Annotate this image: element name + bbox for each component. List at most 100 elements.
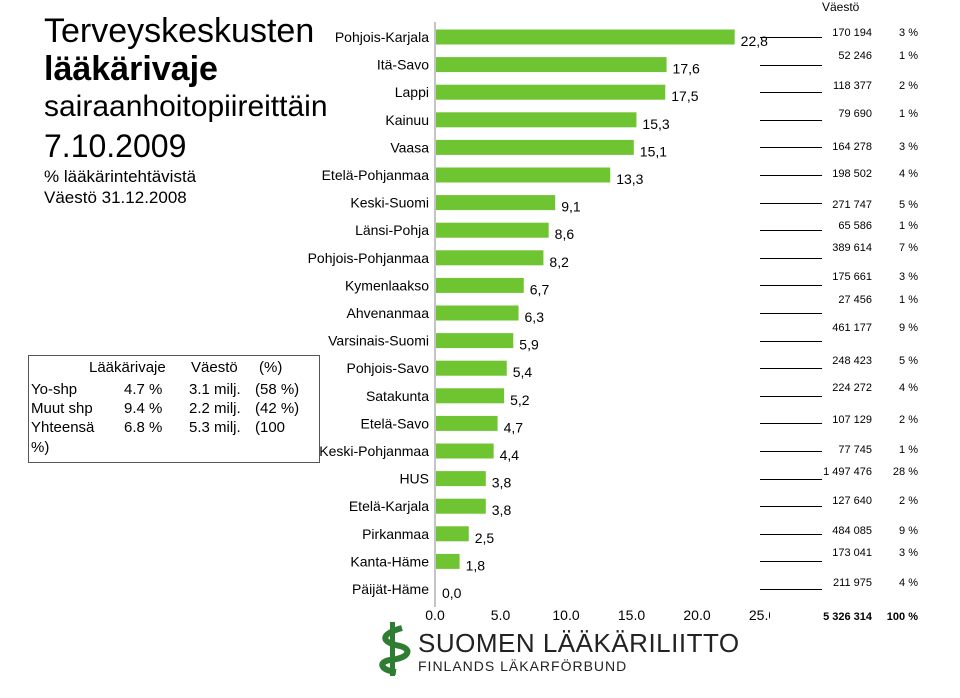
population-pct: 4 %: [899, 577, 918, 589]
population-value: 164 278: [832, 141, 872, 153]
summary-row-pct: (100: [255, 419, 286, 436]
value-label: 2,5: [475, 530, 495, 546]
population-value: 1 497 476: [823, 466, 872, 478]
summary-header-vaesto: Väestö: [191, 359, 238, 376]
population-value: 175 661: [832, 271, 872, 283]
category-label: Pohjois-Savo: [347, 360, 430, 376]
population-value: 118 377: [833, 80, 872, 92]
category-label: Varsinais-Suomi: [328, 333, 429, 349]
population-pct: 3 %: [899, 271, 918, 283]
subtitle-unit: % lääkärintehtävistä: [44, 167, 197, 186]
summary-header-pct: (%): [259, 359, 283, 376]
category-label: Kymenlaakso: [345, 277, 429, 293]
value-label: 5,4: [513, 364, 533, 380]
category-label: Kainuu: [385, 112, 429, 128]
population-row: 198 502 4 %: [760, 168, 920, 182]
population-value: 461 177: [832, 322, 872, 334]
population-value: 27 456: [838, 294, 872, 306]
population-value: 271 747: [832, 199, 872, 211]
population-pct: 2 %: [899, 414, 918, 426]
population-leader-line: [760, 313, 822, 314]
value-label: 9,1: [561, 199, 581, 215]
bar: [436, 526, 469, 542]
population-pct: 1 %: [899, 444, 918, 456]
bar: [436, 57, 667, 73]
bar: [436, 388, 505, 404]
population-value: 211 975: [833, 577, 872, 589]
population-leader-line: [760, 396, 822, 397]
population-leader-line: [760, 258, 822, 259]
population-row: 271 747 5 %: [760, 199, 920, 213]
value-label: 6,7: [530, 281, 550, 297]
population-leader-line: [760, 203, 822, 204]
population-row: 211 975 4 %: [760, 577, 920, 591]
population-row: 107 129 2 %: [760, 414, 920, 428]
value-label: 15,3: [642, 116, 669, 132]
category-label: Etelä-Karjala: [349, 498, 429, 514]
population-leader-line: [760, 37, 822, 38]
population-row: 173 041 3 %: [760, 547, 920, 561]
category-label: Pohjois-Pohjanmaa: [308, 250, 430, 266]
population-leader-line: [760, 479, 822, 480]
category-label: Päijät-Häme: [352, 581, 429, 597]
summary-row-vaje: 6.8 %: [124, 419, 163, 436]
x-tick-label: 15,0: [618, 607, 645, 620]
category-label: Pohjois-Karjala: [335, 29, 429, 45]
bar: [436, 167, 611, 183]
population-pct: 3 %: [899, 27, 918, 39]
summary-row-pct: (58 %): [255, 381, 300, 398]
value-label: 13,3: [616, 171, 643, 187]
category-label: Keski-Pohjanmaa: [319, 443, 429, 459]
population-value: 198 502: [832, 168, 872, 180]
population-row: 389 614 7 %: [760, 242, 920, 256]
title-date: 7.10.2009: [44, 128, 187, 164]
population-row: 127 640 2 %: [760, 495, 920, 509]
category-label: Lappi: [395, 84, 429, 100]
population-value: 173 041: [832, 547, 872, 559]
summary-row-vaesto: 3.1 milj.: [189, 381, 241, 398]
bar: [436, 250, 544, 266]
x-tick-label: 0,0: [425, 607, 445, 620]
population-pct: 1 %: [899, 108, 918, 120]
category-label: Ahvenanmaa: [346, 305, 429, 321]
population-pct: 1 %: [899, 294, 918, 306]
value-label: 17,6: [673, 61, 700, 77]
category-label: Itä-Savo: [377, 57, 429, 73]
population-leader-line: [760, 368, 822, 369]
population-value: 127 640: [832, 495, 872, 507]
title-line-1: Terveyskeskusten: [44, 12, 315, 50]
population-pct: 3 %: [899, 141, 918, 153]
bar: [436, 84, 666, 100]
population-leader-line: [760, 175, 822, 176]
population-leader-line: [760, 147, 822, 148]
category-label: Vaasa: [390, 139, 429, 155]
summary-header-vaje: Lääkärivaje: [89, 359, 166, 376]
population-total-pct: 100 %: [886, 611, 918, 623]
summary-row-vaje: 9.4 %: [124, 400, 163, 417]
population-value: 65 586: [838, 220, 872, 232]
population-row: 1 497 476 28 %: [760, 466, 920, 480]
summary-row-label: Muut shp: [31, 400, 93, 417]
summary-row-label: Yo-shp: [31, 381, 78, 398]
population-row: 175 661 3 %: [760, 271, 920, 285]
population-row: 248 423 5 %: [760, 355, 920, 369]
category-label: Etelä-Pohjanmaa: [322, 167, 430, 183]
population-leader-line: [760, 230, 822, 231]
bar: [436, 112, 637, 128]
category-label: Pirkanmaa: [362, 526, 429, 542]
summary-row-pct: (42 %): [255, 400, 300, 417]
population-leader-line: [760, 341, 822, 342]
population-row: 484 085 9 %: [760, 525, 920, 539]
population-row: 224 272 4 %: [760, 382, 920, 396]
population-row: 79 690 1 %: [760, 108, 920, 122]
population-pct: 1 %: [899, 220, 918, 232]
bar: [436, 195, 556, 211]
x-tick-label: 10,0: [552, 607, 579, 620]
bar: [436, 415, 498, 431]
population-pct: 5 %: [899, 199, 918, 211]
category-label: Kanta-Häme: [350, 553, 429, 569]
population-leader-line: [760, 589, 822, 590]
population-value: 484 085: [832, 525, 872, 537]
bar: [436, 305, 519, 321]
